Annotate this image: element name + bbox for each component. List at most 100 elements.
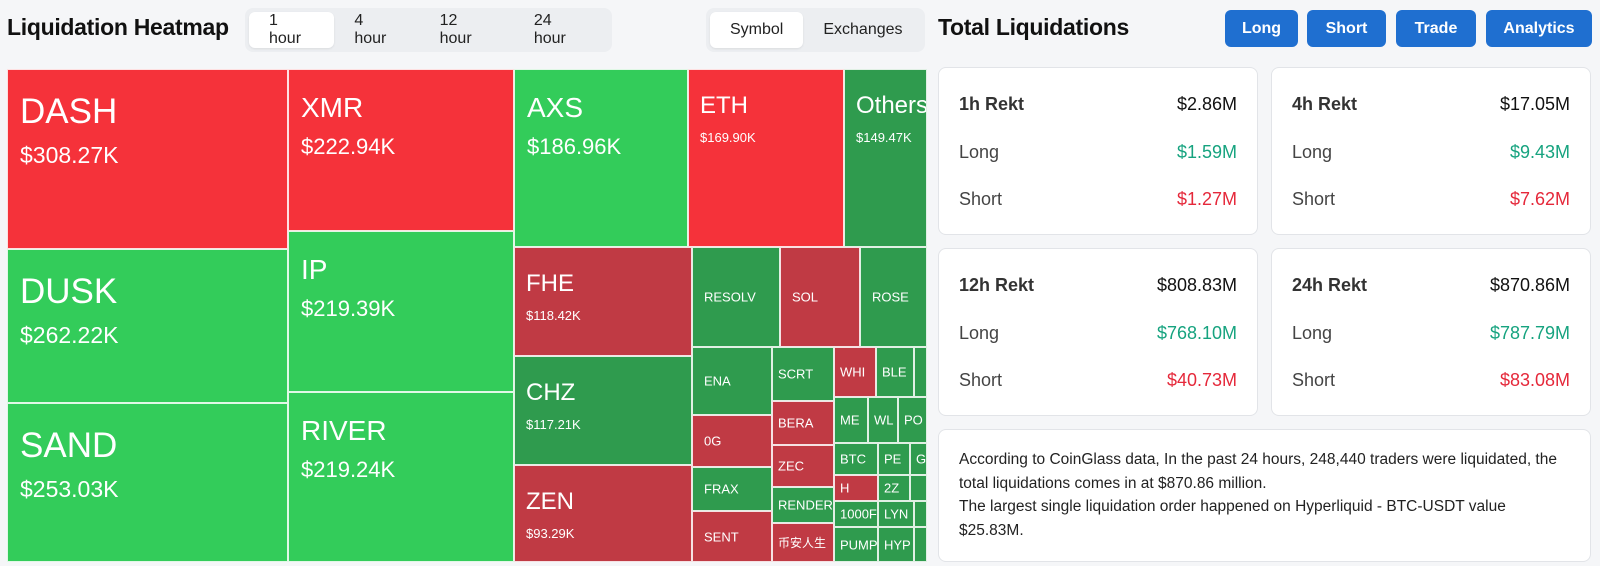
heatmap-tile-axs[interactable]: AXS $186.96K	[514, 69, 688, 247]
rekt-total: $2.86M	[1176, 94, 1237, 114]
tile-value: $219.39K	[301, 296, 396, 321]
heatmap-tile-binance-life[interactable]: 币安人生	[772, 523, 834, 562]
heatmap-tile-pe[interactable]: PE	[878, 443, 910, 475]
tile-symbol: 2Z	[884, 480, 900, 496]
heatmap-tile-sol[interactable]: SOL	[780, 247, 860, 347]
tile-symbol: ROSE	[872, 289, 909, 305]
long-value: $9.43M	[1509, 142, 1570, 162]
time-option-12h[interactable]: 12 hour	[439, 12, 472, 47]
heatmap-tile-whi[interactable]: WHI	[834, 347, 876, 397]
long-value: $787.79M	[1489, 323, 1570, 343]
heatmap-tile-ip[interactable]: IP $219.39K	[288, 231, 514, 392]
heatmap-tile-lyn[interactable]: LYN	[878, 501, 914, 527]
heatmap-tile-xmr[interactable]: XMR $222.94K	[288, 69, 514, 231]
tile-value: $222.94K	[301, 134, 396, 159]
heatmap-tile-h[interactable]: H	[834, 475, 878, 501]
tile-value: $219.24K	[301, 457, 396, 482]
heatmap-tile-misc-a[interactable]	[914, 347, 927, 397]
time-option-24h[interactable]: 24 hour	[533, 12, 566, 47]
heatmap-tile-frax[interactable]: FRAX	[692, 467, 772, 511]
heatmap-tile-rose[interactable]: ROSE	[860, 247, 927, 347]
tile-symbol: RESOLV	[704, 289, 756, 305]
short-button[interactable]: Short	[1307, 10, 1386, 47]
heatmap-tile-pump[interactable]: PUMP	[834, 527, 878, 562]
heatmap-tile-scrt[interactable]: SCRT	[772, 347, 834, 401]
short-label: Short	[1292, 370, 1336, 390]
tile-value: $253.03K	[20, 476, 119, 502]
rekt-label: 12h Rekt	[959, 275, 1035, 295]
heatmap-tile-ble[interactable]: BLE	[876, 347, 914, 397]
rekt-total: $870.86M	[1489, 275, 1570, 295]
heatmap-tile-render[interactable]: RENDER	[772, 487, 834, 523]
heatmap-tile-hyp[interactable]: HYP	[878, 527, 914, 562]
analytics-button[interactable]: Analytics	[1486, 10, 1592, 47]
tile-symbol: ENA	[704, 373, 731, 389]
heatmap-tile-g[interactable]: G	[910, 443, 927, 475]
heatmap-tile-btc[interactable]: BTC	[834, 443, 878, 475]
mode-option-symbol[interactable]: Symbol	[710, 12, 804, 48]
tile-symbol: 币安人生	[778, 535, 827, 550]
long-label: Long	[959, 323, 1000, 343]
tile-symbol: DUSK	[20, 272, 118, 311]
long-label: Long	[959, 142, 1000, 162]
long-button[interactable]: Long	[1225, 10, 1298, 47]
heatmap-tile-misc-d[interactable]	[914, 527, 927, 562]
heatmap-tile-bera[interactable]: BERA	[772, 401, 834, 445]
tile-value: $186.96K	[527, 134, 622, 159]
heatmap-title: Liquidation Heatmap	[7, 14, 229, 40]
heatmap-tile-2z[interactable]: 2Z	[878, 475, 910, 501]
liquidation-summary: According to CoinGlass data, In the past…	[938, 429, 1591, 562]
tile-symbol: SENT	[704, 529, 739, 544]
long-value: $768.10M	[1156, 323, 1237, 343]
time-option-1h[interactable]: 1 hour	[249, 12, 335, 48]
heatmap-tile-me[interactable]: ME	[834, 397, 868, 443]
heatmap-tile-resolv[interactable]: RESOLV	[692, 247, 780, 347]
rekt-total: $808.83M	[1156, 275, 1237, 295]
heatmap-tile-zen[interactable]: ZEN $93.29K	[514, 465, 692, 562]
tile-symbol: ETH	[700, 92, 748, 119]
heatmap-tile-sent[interactable]: SENT	[692, 511, 772, 562]
rekt-card-4h: 4h Rekt $17.05M Long $9.43M Short $7.62M	[1271, 67, 1591, 235]
tile-symbol: FRAX	[704, 481, 739, 497]
short-value: $7.62M	[1509, 189, 1570, 209]
rekt-total: $17.05M	[1499, 94, 1570, 114]
tile-symbol: SCRT	[778, 366, 814, 382]
heatmap-tile-po[interactable]: PO	[898, 397, 927, 443]
heatmap-tile-wl[interactable]: WL	[868, 397, 898, 443]
heatmap-tile-dash[interactable]: DASH $308.27K	[7, 69, 288, 249]
heatmap-tile-ena[interactable]: ENA	[692, 347, 772, 415]
tile-symbol: IP	[301, 254, 328, 285]
heatmap-tile-fhe[interactable]: FHE $118.42K	[514, 247, 692, 356]
heatmap-tile-0g[interactable]: 0G	[692, 415, 772, 467]
heatmap-tile-zec[interactable]: ZEC	[772, 445, 834, 487]
mode-option-exchanges[interactable]: Exchanges	[823, 21, 903, 38]
time-range-selector: 1 hour 4 hour 12 hour 24 hour	[245, 8, 612, 52]
summary-line-1: According to CoinGlass data, In the past…	[959, 451, 1557, 492]
tile-symbol: DASH	[20, 92, 118, 131]
long-label: Long	[1292, 323, 1333, 343]
heatmap-tile-sand[interactable]: SAND $253.03K	[7, 403, 288, 562]
heatmap-tile-misc-b[interactable]	[910, 475, 927, 501]
long-value: $1.59M	[1176, 142, 1237, 162]
tile-value: $149.47K	[856, 130, 912, 145]
heatmap-tile-misc-c[interactable]	[914, 501, 927, 527]
short-label: Short	[959, 370, 1003, 390]
short-label: Short	[959, 189, 1003, 209]
trade-button[interactable]: Trade	[1396, 10, 1476, 47]
tile-symbol: PE	[884, 451, 902, 467]
heatmap-tile-dusk[interactable]: DUSK $262.22K	[7, 249, 288, 403]
heatmap-tile-river[interactable]: RIVER $219.24K	[288, 392, 514, 562]
heatmap-tile-others[interactable]: Others $149.47K	[844, 69, 927, 247]
tile-symbol: BLE	[882, 364, 907, 380]
tile-symbol: SOL	[792, 289, 819, 305]
tile-symbol: Others	[856, 92, 927, 119]
liquidation-heatmap: DASH $308.27K DUSK $262.22K SAND $253.03…	[7, 69, 927, 562]
heatmap-tile-eth[interactable]: ETH $169.90K	[688, 69, 844, 247]
rekt-card-12h: 12h Rekt $808.83M Long $768.10M Short $40.7…	[938, 248, 1258, 416]
time-option-4h[interactable]: 4 hour	[354, 12, 387, 47]
long-label: Long	[1292, 142, 1333, 162]
heatmap-tile-1000f[interactable]: 1000F	[834, 501, 878, 527]
heatmap-tile-chz[interactable]: CHZ $117.21K	[514, 356, 692, 465]
tile-symbol: G	[916, 451, 927, 467]
tile-symbol: RENDER	[778, 497, 833, 513]
